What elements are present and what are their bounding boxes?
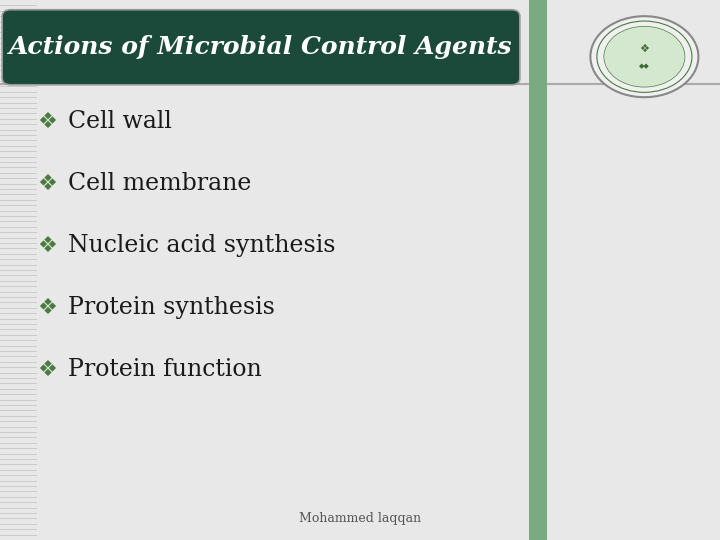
Text: ❖: ❖ (37, 111, 57, 132)
Text: Cell membrane: Cell membrane (68, 172, 252, 195)
Text: ◆◆: ◆◆ (639, 63, 649, 70)
Text: Mohammed laqqan: Mohammed laqqan (299, 512, 421, 525)
Text: ❖: ❖ (639, 44, 649, 53)
Text: ❖: ❖ (37, 298, 57, 318)
Text: Actions of Microbial Control Agents: Actions of Microbial Control Agents (9, 35, 513, 59)
Text: Protein function: Protein function (68, 359, 262, 381)
Circle shape (604, 26, 685, 87)
Text: Nucleic acid synthesis: Nucleic acid synthesis (68, 234, 336, 257)
FancyBboxPatch shape (529, 0, 547, 540)
Text: ❖: ❖ (37, 173, 57, 194)
Circle shape (590, 16, 698, 97)
Text: Cell wall: Cell wall (68, 110, 172, 133)
FancyBboxPatch shape (2, 10, 520, 85)
Text: Protein synthesis: Protein synthesis (68, 296, 275, 319)
Text: ❖: ❖ (37, 235, 57, 256)
Text: ❖: ❖ (37, 360, 57, 380)
